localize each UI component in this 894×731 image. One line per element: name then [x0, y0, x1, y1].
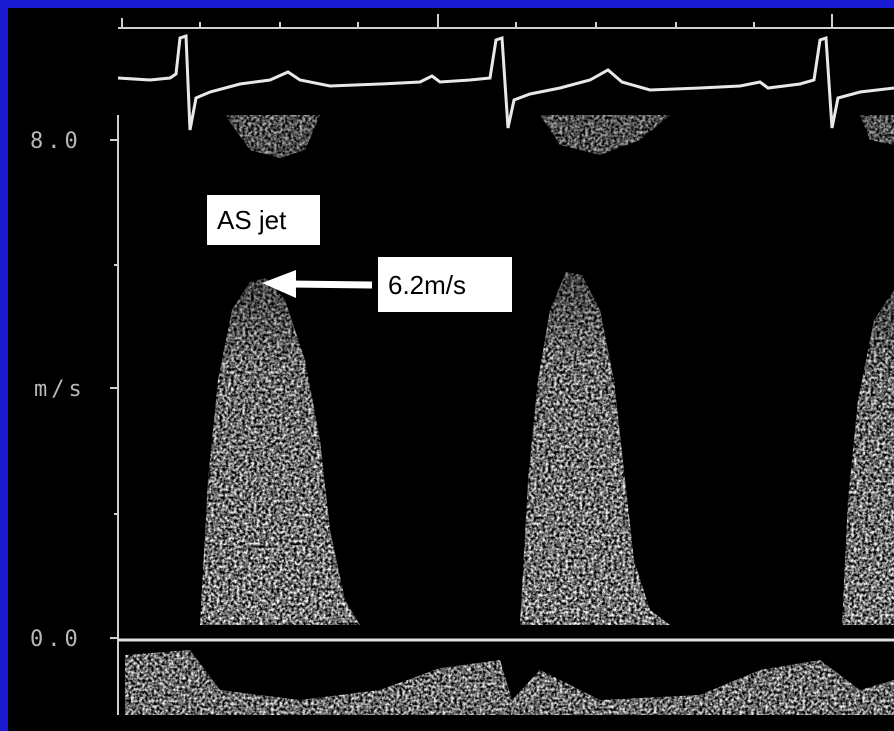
peak-arrow — [262, 270, 373, 298]
time-scale — [118, 14, 894, 29]
velocity-axis — [110, 115, 119, 715]
jet-label-box — [207, 195, 320, 245]
doppler-spectrum — [125, 115, 894, 715]
axis-bottom-label: 0.0 — [30, 627, 82, 652]
axis-unit-label: m/s — [34, 377, 86, 402]
jet-label: AS jet — [217, 205, 287, 235]
ecg-trace — [117, 33, 894, 131]
screen — [8, 8, 894, 731]
peak-label-box — [378, 257, 512, 312]
axis-top-label: 8.0 — [30, 129, 82, 154]
peak-label: 6.2m/s — [388, 270, 466, 300]
